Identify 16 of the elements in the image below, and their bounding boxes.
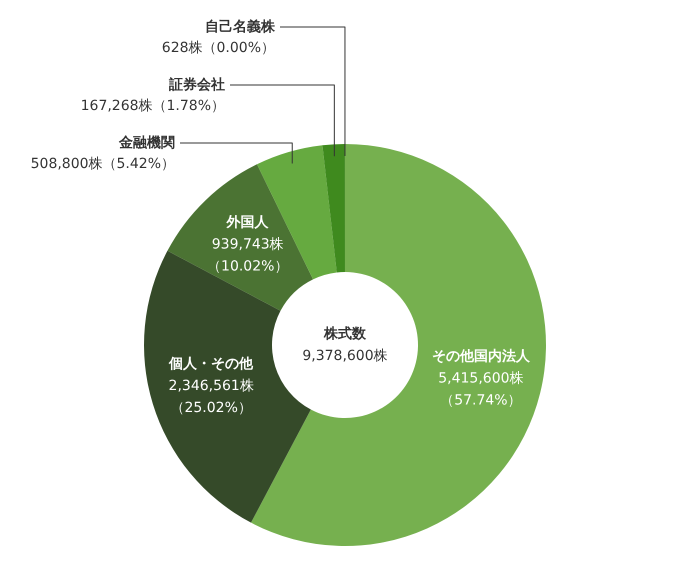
data-label: 939,743株（10.02%） — [207, 236, 288, 274]
donut-slice — [167, 164, 314, 311]
slice-label: その他国内法人 — [432, 348, 531, 365]
data-label: 2,346,561株（25.02%） — [168, 378, 254, 416]
text: 9,378,600株 — [302, 348, 388, 364]
data-label: 508,800株（5.42%） — [30, 156, 175, 172]
donut-slice — [322, 144, 345, 272]
data-label: 167,268株（1.78%） — [80, 98, 225, 114]
text: 株式数 — [323, 326, 367, 342]
data-label: 5,415,600株（57.74%） — [438, 370, 524, 409]
slice-label: 金融機関 — [118, 135, 175, 151]
slice-label: 個人・その他 — [168, 356, 254, 372]
data-label: 628株（0.00%） — [162, 40, 275, 56]
slice-label: 自己名義株 — [205, 19, 276, 35]
slice-label: 外国人 — [226, 214, 270, 230]
slice-label: 証券会社 — [168, 76, 225, 93]
